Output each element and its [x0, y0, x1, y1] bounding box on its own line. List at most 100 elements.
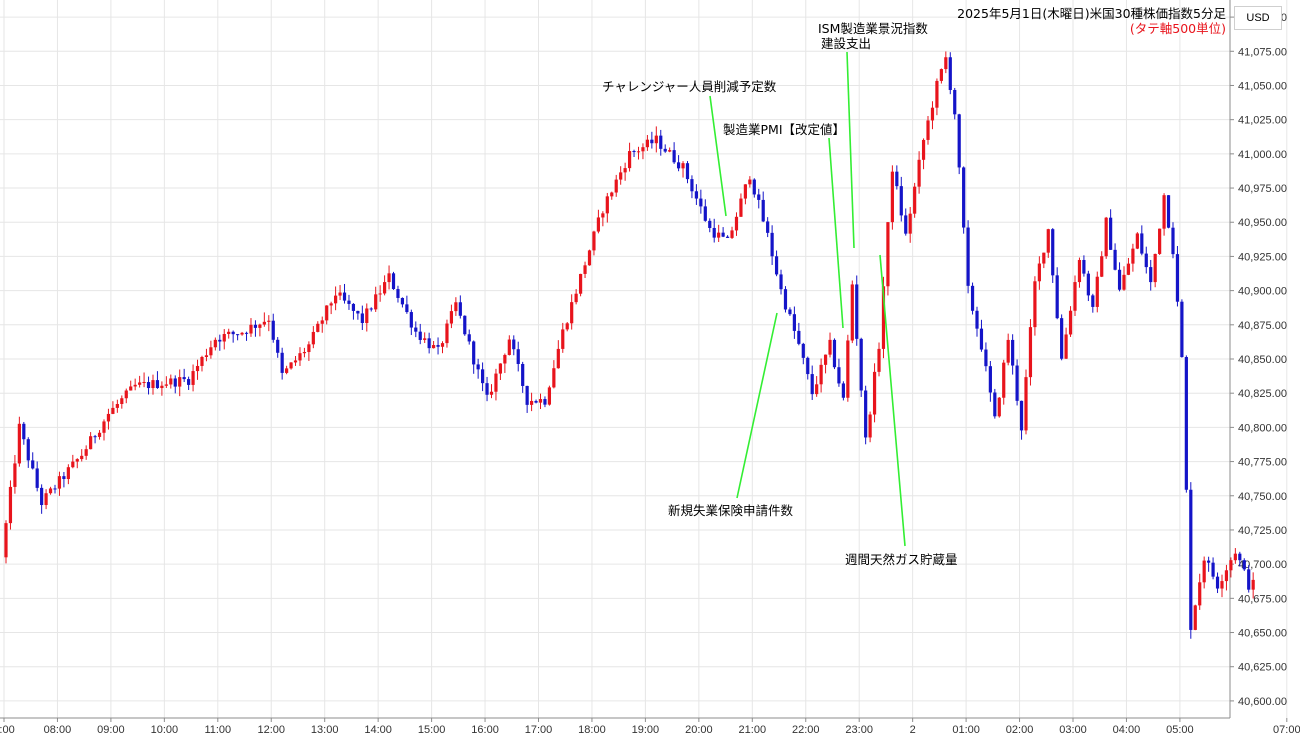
candle-body: [761, 199, 765, 222]
candle-body: [610, 192, 614, 197]
candle-body: [222, 334, 226, 342]
candle-body: [1100, 256, 1104, 277]
candle-body: [841, 383, 845, 398]
y-tick-label: 40,825.00: [1238, 388, 1287, 400]
candle-body: [864, 390, 868, 438]
candle-body: [721, 232, 725, 237]
x-tick-label: 05:00: [1166, 724, 1194, 736]
candle-body: [712, 227, 716, 238]
candle-body: [525, 385, 529, 405]
candle-body: [801, 343, 805, 358]
candle-body: [1171, 227, 1175, 255]
candle-body: [521, 363, 525, 386]
y-tick-label: 40,625.00: [1238, 662, 1287, 674]
candle-body: [267, 320, 271, 322]
candle-body: [587, 250, 592, 266]
candle-body: [1011, 339, 1015, 366]
x-tick-label: 09:00: [97, 724, 125, 736]
annotation-construction: 建設支出: [821, 36, 871, 51]
x-tick-label: 02:00: [1006, 724, 1034, 736]
y-tick-label: 40,725.00: [1238, 525, 1287, 537]
candle-body: [917, 159, 921, 187]
candle-body: [253, 324, 258, 328]
candle-body: [476, 364, 480, 370]
candle-body: [1153, 253, 1157, 283]
candle-body: [57, 476, 62, 489]
candle-body: [325, 305, 329, 321]
candle-body: [142, 382, 146, 384]
candle-body: [614, 179, 618, 193]
y-tick-label: 40,850.00: [1238, 354, 1287, 366]
candle-body: [828, 339, 832, 355]
annotation-line-jobless: [736, 312, 778, 499]
candle-body: [592, 231, 596, 251]
candle-body: [396, 289, 400, 298]
x-tick-label: 14:00: [364, 724, 392, 736]
candle-body: [921, 139, 926, 160]
annotation-pmi: 製造業PMI【改定値】: [723, 122, 845, 137]
candle-body: [449, 311, 454, 324]
x-tick-label: 03:00: [1059, 724, 1087, 736]
candle-body: [632, 151, 636, 153]
candle-body: [1166, 195, 1171, 228]
candle-body: [378, 293, 382, 295]
candle-body: [1247, 569, 1251, 590]
chart-subtitle: (タテ軸500単位): [1130, 21, 1226, 36]
candle-body: [895, 171, 899, 187]
candle-body: [316, 323, 320, 332]
candle-body: [271, 320, 275, 340]
x-tick-label: 13:00: [311, 724, 339, 736]
candle-body: [1064, 334, 1068, 359]
candle-body: [792, 314, 796, 331]
candle-body: [44, 493, 48, 506]
candle-body: [899, 186, 903, 216]
candle-body: [151, 380, 155, 389]
candle-body: [913, 186, 917, 214]
x-tick-label: 18:00: [578, 724, 606, 736]
candle-body: [574, 293, 578, 303]
candle-body: [685, 163, 690, 180]
candle-body: [725, 236, 730, 238]
candle-body: [1104, 217, 1108, 257]
candle-body: [681, 163, 685, 169]
candle-body: [944, 57, 948, 70]
candle-body: [552, 368, 556, 388]
candle-body: [472, 341, 476, 365]
x-tick-label: 15:00: [418, 724, 446, 736]
y-tick-label: 40,900.00: [1238, 286, 1287, 298]
candle-body: [365, 308, 369, 324]
candle-body: [1238, 553, 1242, 561]
candle-body: [280, 352, 284, 373]
candle-body: [708, 220, 712, 228]
candle-body: [102, 421, 106, 433]
candle-body: [155, 380, 160, 389]
candle-body: [369, 308, 373, 310]
candle-body: [810, 374, 814, 395]
candle-body: [641, 147, 645, 152]
candle-body: [454, 302, 458, 312]
annotation-line-challenger: [709, 95, 727, 217]
candle-body: [334, 295, 338, 304]
candle-body: [534, 400, 538, 403]
candle-body: [730, 230, 734, 238]
candle-body: [1149, 267, 1153, 283]
x-tick-label: 23:00: [845, 724, 873, 736]
candle-body: [1060, 318, 1064, 359]
candle-body: [342, 292, 347, 301]
candle-body: [846, 340, 850, 398]
candle-body: [930, 107, 935, 121]
candle-body: [850, 284, 854, 341]
candle-body: [164, 384, 168, 386]
candle-body: [240, 332, 244, 335]
candle-body: [1207, 560, 1211, 563]
y-tick-label: 40,600.00: [1238, 696, 1287, 708]
candle-body: [1224, 570, 1229, 582]
candle-body: [1028, 327, 1033, 378]
candle-body: [596, 217, 601, 232]
x-tick-label: 10:00: [151, 724, 179, 736]
time-axis: 7:00 08:00 09:00 10:00 11:00 12:00 13:00 14:00 1…: [0, 718, 1300, 736]
candle-body: [329, 303, 333, 306]
candle-body: [962, 167, 966, 228]
candle-body: [561, 329, 565, 349]
currency-button[interactable]: USD: [1234, 6, 1282, 30]
